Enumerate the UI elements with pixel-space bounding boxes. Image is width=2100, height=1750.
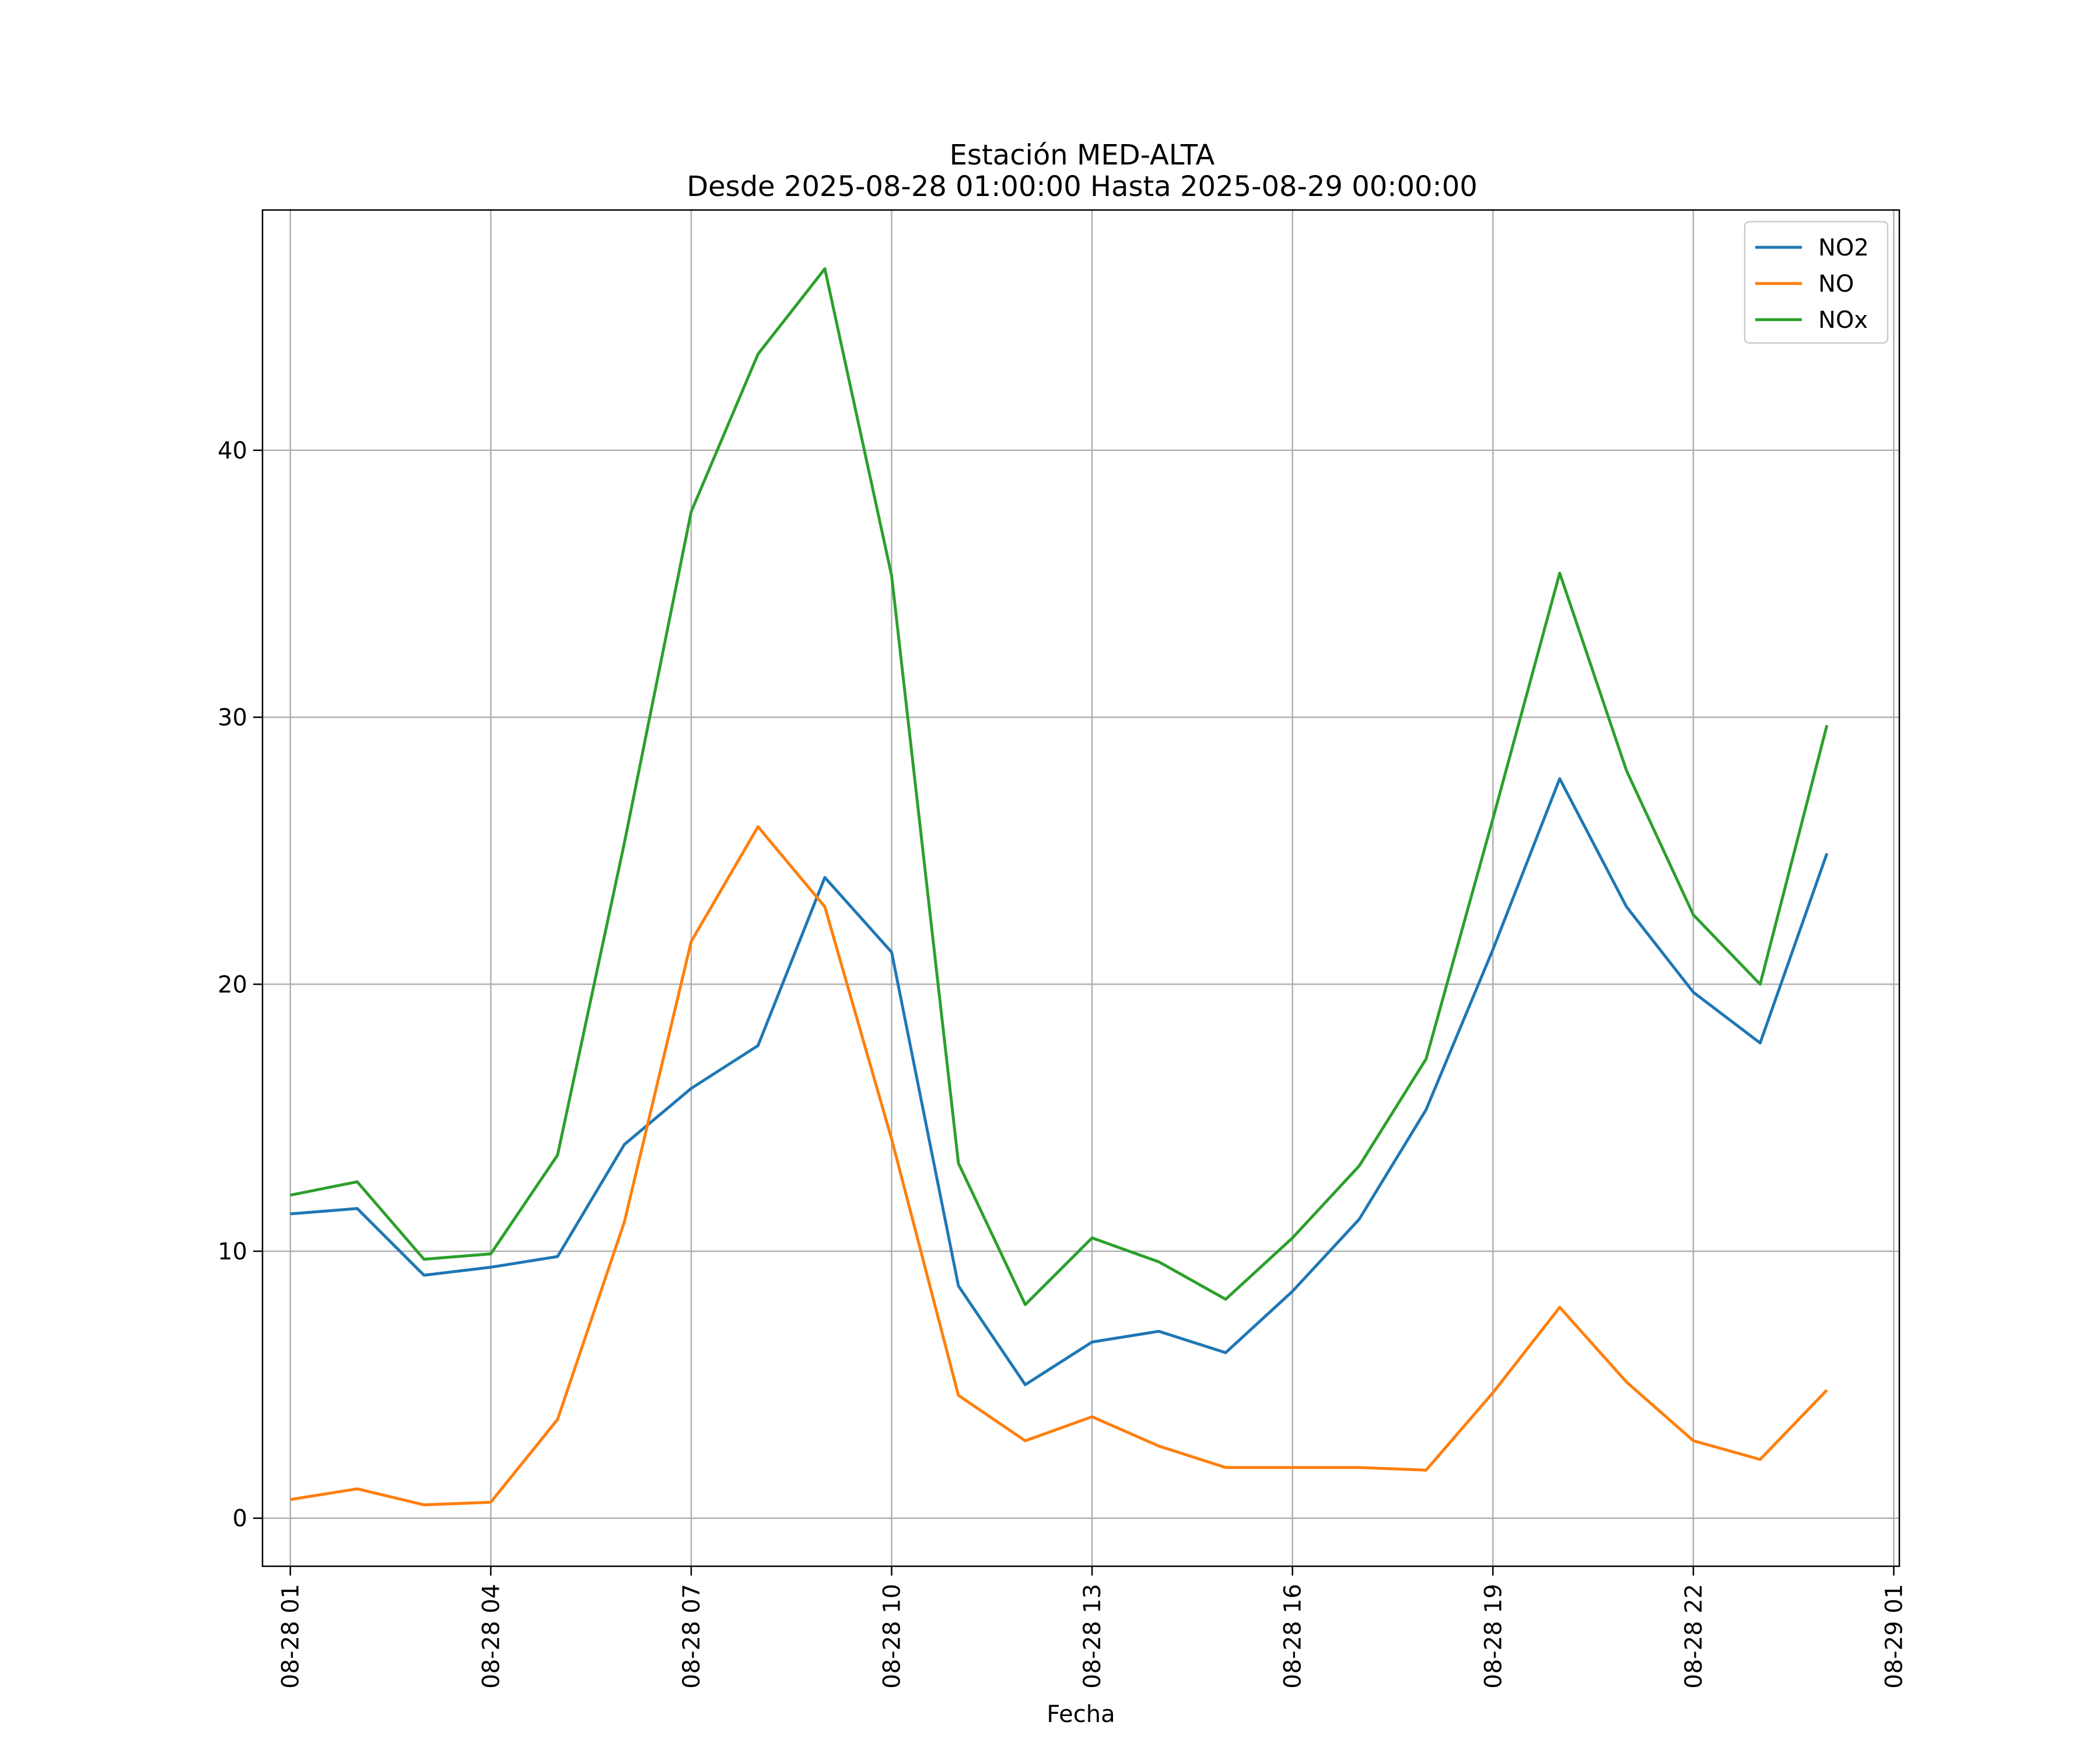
- legend-label: NO2: [1818, 235, 1869, 261]
- grid: [262, 210, 1899, 1566]
- x-tick-label: 08-28 16: [1280, 1584, 1307, 1689]
- legend-box: [1744, 220, 1889, 344]
- x-tick-label: 08-28 01: [278, 1584, 304, 1689]
- series-line-nox: [290, 267, 1829, 1306]
- legend-label: NO: [1818, 271, 1854, 298]
- ticks: 08-28 01 08-28 04 08-28 07 08-28 10 08-28 13…: [218, 438, 1908, 1689]
- y-tick-label: 30: [218, 705, 247, 732]
- x-axis-label: Fecha: [1046, 1701, 1115, 1728]
- y-tick-label: 10: [218, 1238, 247, 1265]
- y-tick-label: 20: [218, 971, 247, 998]
- y-tick-label: 40: [218, 438, 247, 464]
- chart-subtitle: Desde 2025-08-28 01:00:00 Hasta 2025-08-…: [687, 170, 1478, 203]
- plot-frame: [261, 209, 1901, 1567]
- x-tick-label: 08-28 04: [478, 1584, 505, 1689]
- x-tick-label: 08-28 10: [878, 1584, 905, 1689]
- x-tick-label: 08-29 01: [1881, 1584, 1908, 1689]
- series-line-no2: [290, 777, 1829, 1387]
- x-tick-label: 08-28 13: [1079, 1584, 1106, 1689]
- legend-label: NOx: [1818, 307, 1868, 334]
- series: [290, 267, 1829, 1507]
- x-tick-label: 08-28 19: [1480, 1584, 1507, 1689]
- series-line-no: [290, 825, 1828, 1507]
- x-tick-label: 08-28 07: [678, 1584, 705, 1689]
- x-tick-label: 08-28 22: [1681, 1584, 1707, 1689]
- y-tick-label: 0: [233, 1506, 247, 1532]
- legend: NO2 NO NOx: [1744, 220, 1889, 344]
- chart-title: Estación MED-ALTA: [950, 139, 1215, 172]
